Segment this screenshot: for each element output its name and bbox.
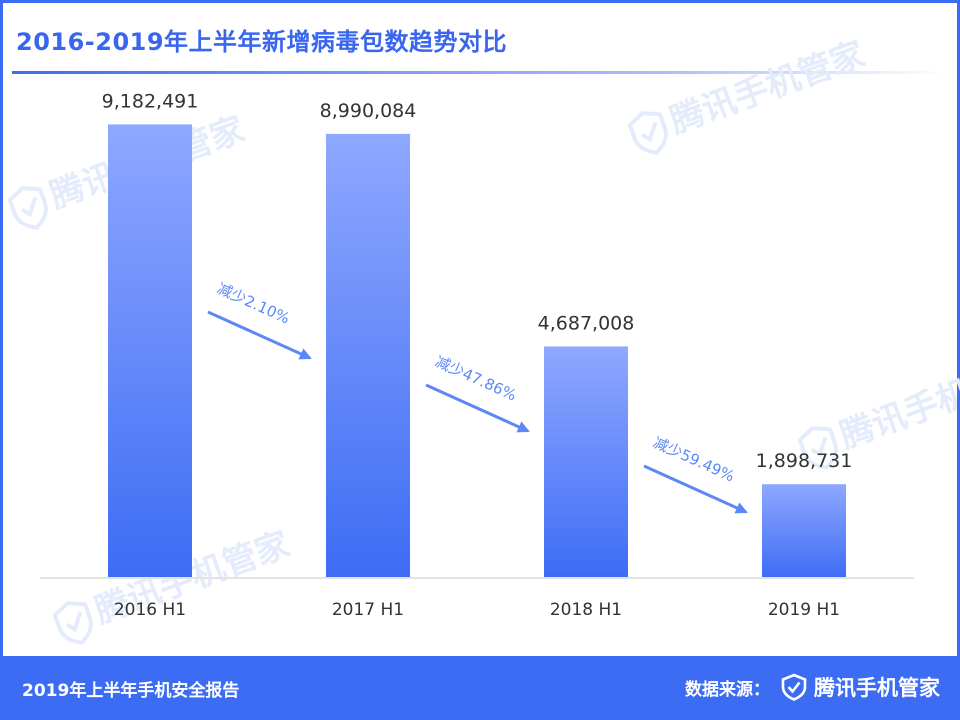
trend-arrow xyxy=(643,464,748,514)
watermark-shield-icon xyxy=(5,180,54,236)
value-label: 8,990,084 xyxy=(320,100,417,122)
watermark-text: 腾讯手机管家 xyxy=(835,349,960,456)
value-label: 1,898,731 xyxy=(756,450,853,472)
change-label: 减少47.86% xyxy=(432,352,519,404)
category-label: 2017 H1 xyxy=(332,600,404,620)
category-label: 2019 H1 xyxy=(768,600,840,620)
shield-check-icon xyxy=(781,673,807,701)
bar-2016-h1 xyxy=(108,124,192,578)
change-annotation: 减少47.86% xyxy=(425,352,530,433)
category-label: 2016 H1 xyxy=(114,600,186,620)
footer-bar: 2019年上半年手机安全报告 数据来源： 腾讯手机管家 xyxy=(0,656,960,720)
bar-2019-h1 xyxy=(762,484,846,578)
trend-arrow xyxy=(207,310,312,360)
footer-source: 数据来源： 腾讯手机管家 xyxy=(685,672,940,702)
report-name: 2019年上半年手机安全报告 xyxy=(22,681,240,701)
trend-arrow xyxy=(425,383,530,433)
watermark-text: 腾讯手机管家 xyxy=(665,34,870,141)
brand-name: 腾讯手机管家 xyxy=(814,676,940,700)
watermark-shield-icon xyxy=(50,595,99,651)
category-label: 2018 H1 xyxy=(550,600,622,620)
change-label: 减少59.49% xyxy=(650,433,737,485)
bar-2017-h1 xyxy=(326,133,410,579)
change-annotation: 减少59.49% xyxy=(643,433,748,514)
watermark-shield-icon xyxy=(625,105,674,161)
value-label: 9,182,491 xyxy=(102,90,199,112)
source-label: 数据来源： xyxy=(685,679,770,700)
title-underline xyxy=(12,71,948,74)
watermark: 腾讯手机管家 xyxy=(625,34,870,161)
change-annotation: 减少2.10% xyxy=(207,279,312,360)
bar-2018-h1 xyxy=(544,346,628,578)
value-label: 4,687,008 xyxy=(538,312,635,334)
chart-title: 2016-2019年上半年新增病毒包数趋势对比 xyxy=(16,28,508,56)
